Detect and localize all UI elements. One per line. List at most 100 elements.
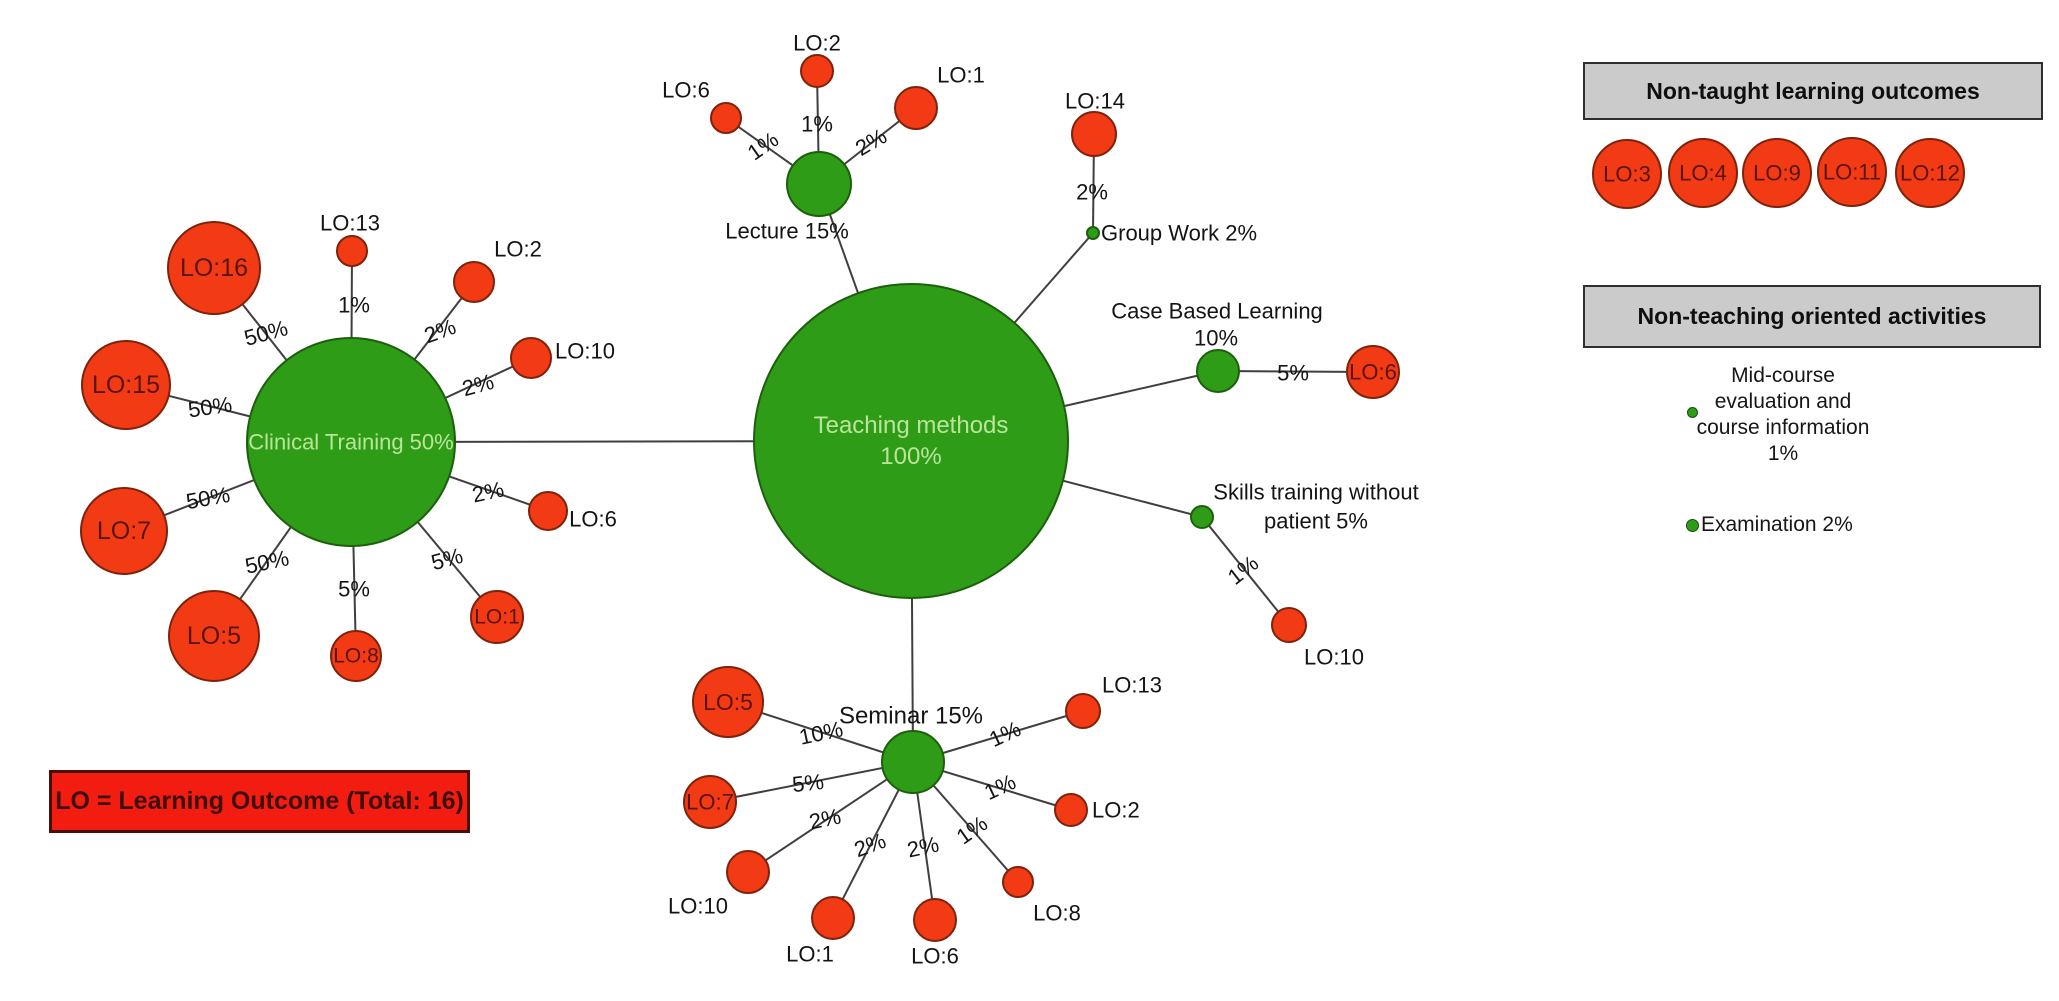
node-label-lo6-cbl: LO:6 <box>1349 360 1397 385</box>
node-lo6-seminar <box>913 898 957 942</box>
label-1--4: 1% <box>338 293 370 318</box>
non-taught-legend-title: Non-taught learning outcomes <box>1646 77 1980 104</box>
midcourse-line-2: evaluation and <box>1714 390 1852 413</box>
node-lo15-clinical <box>81 340 171 430</box>
node-lo10-clinical <box>510 337 552 379</box>
node-label-clinical-training: Clinical Training 50% <box>248 430 453 455</box>
node-label-lo7-seminar: LO:7 <box>686 790 734 815</box>
node-group-work <box>1086 226 1100 240</box>
examination-label: Examination 2% <box>1701 513 1853 536</box>
label-2--6: 2% <box>421 314 459 348</box>
node-clinical-training <box>246 337 456 547</box>
label-1--34: 1% <box>985 716 1024 752</box>
node-lo7-clinical <box>80 487 168 575</box>
node-lo3-legend <box>1592 139 1662 209</box>
midcourse-dot-icon <box>1687 407 1698 418</box>
label-patient-5--28: patient 5% <box>1264 509 1368 534</box>
node-label-lo5-clinical: LO:5 <box>187 622 241 650</box>
midcourse-line-3: course information <box>1696 416 1870 439</box>
label-50--5: 50% <box>241 315 290 351</box>
midcourse-line-1: Mid-course <box>1731 364 1835 387</box>
label-5--13: 5% <box>338 577 370 602</box>
label-lo-8-43: LO:8 <box>1033 901 1081 926</box>
label-1--36: 1% <box>980 769 1019 805</box>
label-1--18: 1% <box>801 112 833 137</box>
label-seminar-15--31: Seminar 15% <box>839 703 983 730</box>
label-10--33: 10% <box>797 716 845 750</box>
label-lo-10-30: LO:10 <box>1304 645 1364 670</box>
non-teaching-legend-box: Non-teaching oriented activities <box>1583 285 2041 348</box>
label-lo-14-21: LO:14 <box>1065 89 1125 114</box>
node-label-lo9-legend: LO:9 <box>1753 161 1801 186</box>
label-lo-1-44: LO:1 <box>786 942 834 967</box>
label-5--26: 5% <box>1277 361 1309 386</box>
node-lo6-clinical <box>528 491 568 531</box>
node-lo2-clinical <box>453 261 495 303</box>
node-lo2-seminar <box>1054 793 1088 827</box>
label-2--9: 2% <box>470 476 506 507</box>
label-lo-10-2: LO:10 <box>555 339 615 364</box>
node-lo6-cbl <box>1346 345 1400 399</box>
label-2--22: 2% <box>1076 180 1108 205</box>
label-50--7: 50% <box>186 392 233 423</box>
label-lo-10-42: LO:10 <box>668 894 728 919</box>
label-1--39: 1% <box>952 811 992 850</box>
node-label-teaching-methods: Teaching methods 100% <box>814 412 1009 470</box>
edge-seminar--lo10-seminar <box>747 761 914 873</box>
node-teaching-methods <box>753 283 1069 599</box>
examination-dot-icon <box>1686 518 1699 532</box>
node-lo4-legend <box>1668 138 1738 208</box>
label-lo-13-32: LO:13 <box>1102 673 1162 698</box>
node-lo13-seminar <box>1065 693 1101 729</box>
label-2--38: 2% <box>807 803 843 834</box>
node-lo5-clinical <box>168 590 260 682</box>
label-lo-6-14: LO:6 <box>662 78 710 103</box>
node-lo14-groupwork <box>1071 111 1117 157</box>
node-label-lo5-seminar: LO:5 <box>703 689 753 715</box>
label-group-work-2--23: Group Work 2% <box>1101 221 1257 246</box>
node-lo7-seminar <box>683 775 737 829</box>
node-lo2-lecture <box>800 54 834 88</box>
midcourse-label: Mid-course evaluation and course informa… <box>1663 363 1903 467</box>
node-lo6-lecture <box>710 102 742 134</box>
node-lo11-legend <box>1817 137 1887 207</box>
lo-key-text: LO = Learning Outcome (Total: 16) <box>55 787 464 815</box>
node-lo1-lecture <box>894 86 938 130</box>
node-lecture <box>786 151 852 217</box>
node-label-lo11-legend: LO:11 <box>1823 160 1881 185</box>
node-lo9-legend <box>1742 138 1812 208</box>
label-5--35: 5% <box>791 769 825 797</box>
node-lo5-seminar <box>692 666 764 738</box>
examination-entry: Examination 2% <box>1686 513 1853 537</box>
label-lo-2-37: LO:2 <box>1092 798 1140 823</box>
non-teaching-legend-title: Non-teaching oriented activities <box>1637 303 1987 329</box>
node-label-lo8-clinical: LO:8 <box>333 645 379 668</box>
label-10--25: 10% <box>1194 326 1238 351</box>
node-lo8-clinical <box>330 630 382 682</box>
node-skills-training <box>1190 505 1214 529</box>
label-lecture-15--20: Lecture 15% <box>725 219 849 244</box>
label-1--29: 1% <box>1223 550 1263 589</box>
label-2--40: 2% <box>851 828 889 862</box>
label-lo-6-3: LO:6 <box>569 507 617 532</box>
node-lo12-legend <box>1895 138 1965 208</box>
label-lo-2-1: LO:2 <box>494 237 542 262</box>
node-label-lo16-clinical: LO:16 <box>180 254 248 282</box>
node-label-lo4-legend: LO:4 <box>1679 161 1727 186</box>
edge-seminar--lo7-seminar <box>709 761 914 803</box>
lo-key-box: LO = Learning Outcome (Total: 16) <box>49 770 470 833</box>
label-skills-training-without-27: Skills training without <box>1213 480 1418 505</box>
node-lo13-clinical <box>336 235 368 267</box>
label-2--8: 2% <box>459 369 496 401</box>
label-2--41: 2% <box>905 831 941 862</box>
label-case-based-learning-24: Case Based Learning <box>1111 299 1323 324</box>
label-lo-2-15: LO:2 <box>793 31 841 56</box>
non-taught-legend-box: Non-taught learning outcomes <box>1583 62 2043 120</box>
node-label-lo3-legend: LO:3 <box>1603 162 1651 187</box>
node-case-based-learning <box>1196 349 1240 393</box>
node-lo8-seminar <box>1002 866 1034 898</box>
label-50--10: 50% <box>184 482 232 514</box>
label-lo-1-16: LO:1 <box>937 63 985 88</box>
